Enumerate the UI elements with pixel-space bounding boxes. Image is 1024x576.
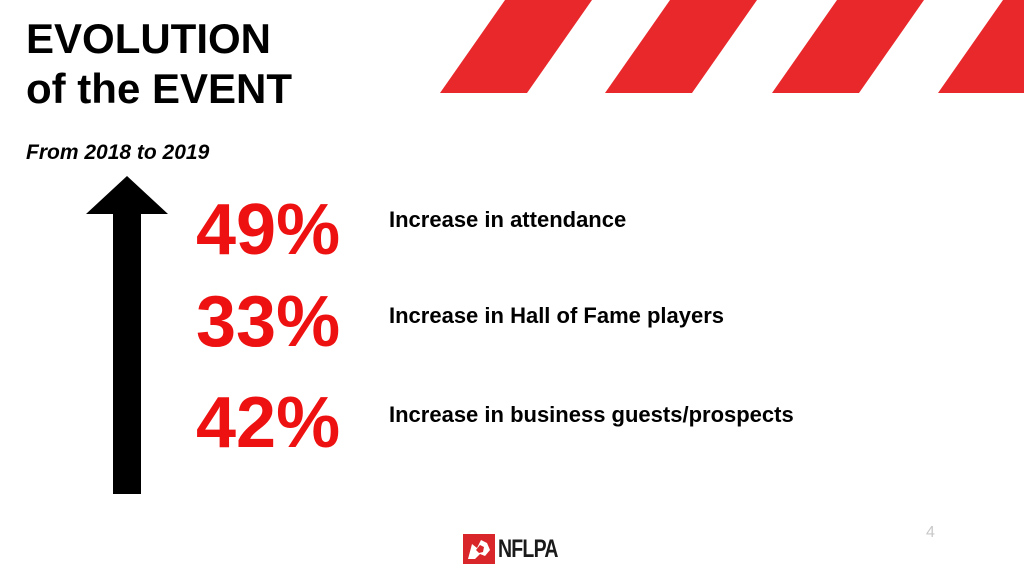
page-number: 4 [926,524,935,541]
title-line-2: of the EVENT [26,65,293,112]
slide-subtitle: From 2018 to 2019 [26,141,210,164]
decorative-stripes [440,0,1024,93]
nflpa-logo-text: NFLPA [498,534,558,563]
stat-business-guests-label: Increase in business guests/prospects [389,402,794,427]
nflpa-logo: NFLPA [463,534,574,564]
stat-hall-of-fame-value: 33% [196,282,341,362]
stat-attendance-value: 49% [196,190,341,270]
up-arrow-icon [86,176,168,494]
stat-hall-of-fame-label: Increase in Hall of Fame players [389,303,725,328]
stat-business-guests-value: 42% [196,383,341,463]
slide-title: EVOLUTION of the EVENT [26,14,292,114]
nflpa-shield-icon [463,534,495,564]
stat-attendance-label: Increase in attendance [389,207,627,232]
title-line-1: EVOLUTION [26,15,272,62]
